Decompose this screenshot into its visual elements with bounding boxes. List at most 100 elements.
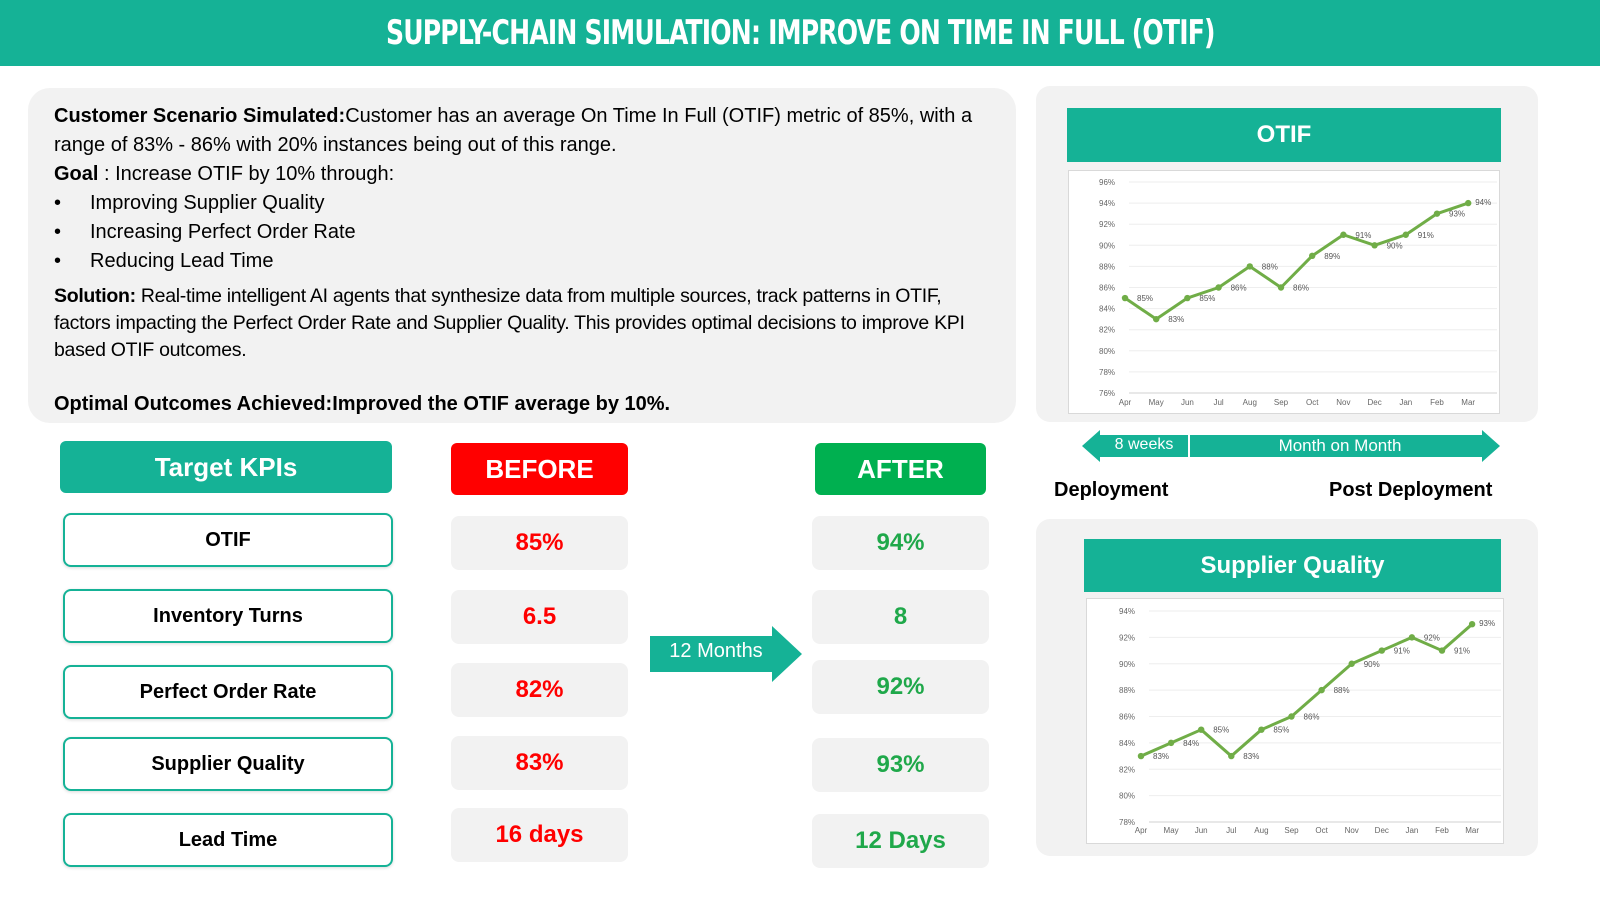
data-label: 88% (1334, 686, 1350, 695)
data-label: 84% (1183, 739, 1199, 748)
x-tick-label: Dec (1367, 398, 1381, 407)
data-label: 85% (1213, 726, 1229, 735)
data-point (1318, 686, 1325, 694)
x-tick-label: Mar (1461, 398, 1475, 407)
x-tick-label: Feb (1435, 826, 1449, 835)
post-deployment-label: Post Deployment (1329, 479, 1493, 501)
data-point (1402, 231, 1409, 238)
y-tick-label: 92% (1099, 220, 1115, 229)
x-tick-label: Mar (1465, 826, 1479, 835)
data-label: 89% (1324, 252, 1340, 261)
kpi-lead-time: Lead Time (63, 813, 393, 867)
y-tick-label: 96% (1099, 178, 1115, 187)
goal-item: Improving Supplier Quality (54, 189, 990, 218)
y-tick-label: 82% (1119, 765, 1135, 774)
after-supplier-quality: 93% (812, 738, 989, 792)
solution-text: Real-time intelligent AI agents that syn… (54, 285, 965, 361)
data-label: 90% (1364, 660, 1380, 669)
customer-label: Customer Scenario Simulated: (54, 105, 346, 127)
supplier-quality-chart-svg: 78% 80% 82% 84% 86% 88% 90% 92% 94% Apr May Jun Jul A… (1119, 607, 1501, 835)
data-label: 83% (1153, 752, 1169, 761)
data-label: 83% (1168, 315, 1184, 324)
otif-chart-svg: 76% 78% 80% 82% 84% 86% 88% 90% 92% 94% 96% Apr May J… (1099, 178, 1497, 407)
before-inventory-turns: 6.5 (451, 590, 628, 644)
data-label: 91% (1418, 231, 1434, 240)
y-tick-label: 88% (1099, 262, 1115, 271)
kpi-inventory-turns: Inventory Turns (63, 589, 393, 643)
x-tick-label: May (1149, 398, 1164, 407)
goal-item: Increasing Perfect Order Rate (54, 218, 990, 247)
after-lead-time: 12 Days (812, 814, 989, 868)
y-tick-label: 92% (1119, 633, 1135, 642)
customer-text: Customer has an average On Time In Full … (54, 105, 973, 156)
data-point (1198, 726, 1205, 733)
before-lead-time: 16 days (451, 808, 628, 862)
outcome-label: Optimal Outcomes Achieved: (54, 393, 333, 415)
x-tick-label: Dec (1375, 826, 1389, 835)
data-point (1408, 634, 1416, 641)
data-point (1215, 284, 1222, 291)
series-line (1124, 201, 1469, 321)
data-point (1277, 284, 1285, 291)
x-tick-label: Jun (1195, 826, 1208, 835)
data-point (1309, 252, 1316, 260)
deployment-arrow (1082, 430, 1188, 462)
x-tick-label: Oct (1306, 398, 1319, 407)
data-label: 86% (1293, 284, 1309, 293)
kpi-otif: OTIF (63, 513, 393, 567)
solution-label: Solution: (54, 285, 136, 307)
deployment-label: Deployment (1054, 479, 1169, 501)
deployment-duration: 8 weeks (1114, 436, 1174, 453)
data-point (1167, 739, 1175, 747)
x-tick-label: Aug (1243, 398, 1257, 407)
kpi-supplier-quality: Supplier Quality (63, 737, 393, 791)
y-tick-label: 80% (1099, 347, 1115, 356)
data-label: 85% (1199, 294, 1215, 303)
data-label: 93% (1449, 210, 1465, 219)
goal-text: : Increase OTIF by 10% through: (98, 163, 395, 185)
data-label: 92% (1424, 633, 1440, 642)
before-perfect-order-rate: 82% (451, 663, 628, 717)
kpi-perfect-order-rate: Perfect Order Rate (63, 665, 393, 719)
data-point (1433, 210, 1441, 217)
x-tick-label: Apr (1135, 826, 1148, 835)
goal-list: Improving Supplier Quality Increasing Pe… (54, 189, 990, 276)
scenario-panel: Customer Scenario Simulated:Customer has… (28, 88, 1016, 423)
data-point (1121, 294, 1129, 302)
after-header: AFTER (815, 443, 986, 495)
x-tick-label: Jul (1213, 398, 1223, 407)
y-tick-label: 82% (1099, 326, 1115, 335)
data-label: 88% (1262, 262, 1278, 271)
data-label: 93% (1479, 619, 1495, 628)
before-otif: 85% (451, 516, 628, 570)
y-tick-label: 86% (1119, 713, 1135, 722)
data-point (1184, 294, 1191, 302)
y-tick-label: 86% (1099, 284, 1115, 293)
x-tick-label: Aug (1254, 826, 1268, 835)
x-tick-label: Feb (1430, 398, 1444, 407)
x-tick-label: Nov (1345, 826, 1359, 835)
data-label: 85% (1137, 294, 1153, 303)
data-point (1228, 752, 1235, 760)
before-header: BEFORE (451, 443, 628, 495)
data-point (1378, 647, 1385, 654)
x-tick-label: Jan (1399, 398, 1412, 407)
x-tick-label: Jun (1181, 398, 1194, 407)
target-kpis-header: Target KPIs (60, 441, 392, 493)
data-point (1371, 242, 1378, 249)
arrow-shape (650, 626, 802, 682)
y-tick-label: 94% (1099, 199, 1115, 208)
before-supplier-quality: 83% (451, 736, 628, 790)
duration-label: 12 Months (669, 640, 763, 662)
x-tick-label: Oct (1315, 826, 1328, 835)
data-label: 91% (1454, 647, 1470, 656)
after-perfect-order-rate: 92% (812, 660, 989, 714)
data-point (1288, 713, 1295, 720)
x-tick-label: Jul (1226, 826, 1236, 835)
y-tick-label: 90% (1119, 660, 1135, 669)
y-tick-label: 76% (1099, 389, 1115, 398)
goal-item: Reducing Lead Time (54, 247, 990, 276)
data-label: 90% (1387, 241, 1403, 250)
data-label: 94% (1475, 198, 1491, 207)
y-tick-label: 84% (1119, 739, 1135, 748)
